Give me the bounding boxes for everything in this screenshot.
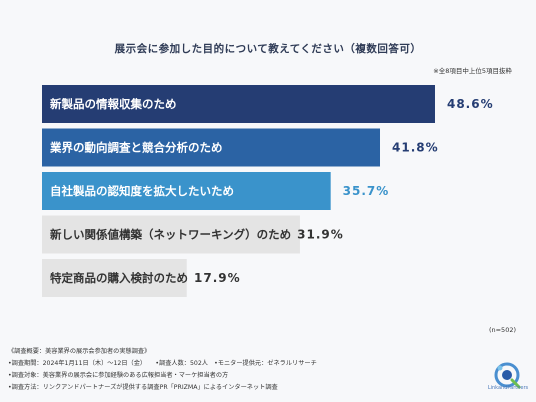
category-label-4: 新しい関係値構築（ネットワーキング）のため	[50, 228, 291, 242]
value-label-2: 41.8%	[392, 141, 439, 155]
value-label-3: 35.7%	[343, 184, 390, 198]
bar-2	[42, 128, 381, 167]
chart-title: 展示会に参加した目的について教えてください（複数回答可）	[114, 43, 422, 55]
survey-line-target: •調査対象：美容業界の展示会に参加経験のある広報担当者・マーケ担当者の方	[8, 372, 229, 379]
category-label-3: 自社製品の認知度を拡大したいため	[50, 184, 234, 198]
category-label-1: 新製品の情報収集のため	[50, 97, 177, 111]
sample-size-label: (n=502)	[488, 326, 516, 334]
survey-line-method: •調査方法：リンクアンドパートナーズが提供する調査PR「PRIZMA」によるイン…	[8, 384, 278, 391]
bar-1	[42, 85, 435, 123]
value-label-1: 48.6%	[447, 97, 494, 111]
chart-note: ※全8項目中上位5項目抜粋	[433, 67, 512, 75]
category-label-2: 業界の動向調査と競合分析のため	[49, 141, 223, 155]
bar-5	[42, 259, 187, 297]
survey-overview: 《調査概要：美容業界の展示会参加者の実態調査》 •調査期間：2024年1月11日…	[8, 346, 317, 394]
category-label-5: 特定商品の購入検討のため	[50, 271, 188, 285]
bar-3	[42, 172, 331, 210]
value-label-5: 17.9%	[194, 271, 241, 285]
link-and-partners-logo-icon	[494, 362, 521, 389]
bar-4	[42, 215, 300, 254]
survey-line-period: •調査期間：2024年1月11日（木）〜12日（金） •調査人数：502人 •モ…	[8, 360, 317, 367]
logo-text: LinkandPartners	[487, 385, 529, 391]
value-label-4: 31.9%	[297, 228, 344, 242]
survey-line-title: 《調査概要：美容業界の展示会参加者の実態調査》	[8, 348, 151, 355]
